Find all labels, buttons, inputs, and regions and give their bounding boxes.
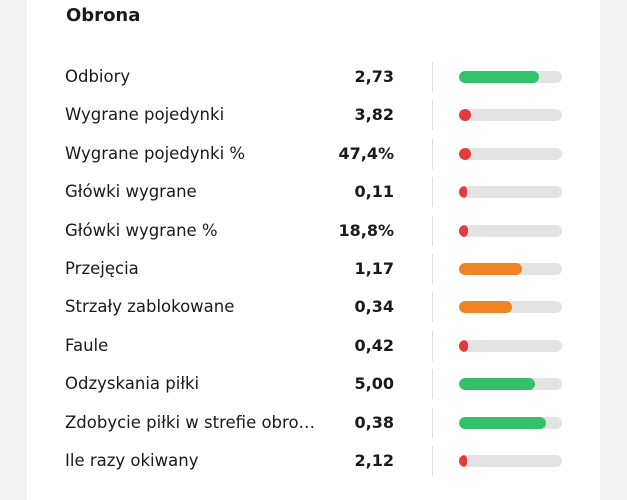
- percentile-bar: [459, 263, 562, 275]
- stat-row: Wygrane pojedynki 3,82: [27, 96, 600, 134]
- stat-value: 2,73: [354, 67, 394, 86]
- stat-row: Zdobycie piłki w strefie obro… 0,38: [27, 404, 600, 442]
- row-divider: [432, 254, 433, 284]
- stat-label: Strzały zablokowane: [65, 297, 235, 317]
- percentile-bar: [459, 301, 562, 314]
- row-divider: [432, 215, 433, 246]
- row-divider: [432, 330, 433, 361]
- stat-value: 0,38: [354, 412, 394, 432]
- stat-label: Główki wygrane: [65, 182, 197, 202]
- percentile-bar: [459, 224, 562, 237]
- percentile-bar: [459, 186, 562, 199]
- row-divider: [432, 369, 433, 400]
- percentile-bar-fill: [459, 71, 539, 83]
- percentile-bar-fill: [459, 378, 535, 391]
- row-divider: [432, 446, 433, 476]
- stat-row: Odbiory 2,73: [27, 58, 600, 96]
- row-divider: [432, 407, 433, 438]
- percentile-bar: [459, 378, 562, 391]
- stat-value: 0,34: [354, 297, 394, 317]
- percentile-bar-fill: [459, 301, 512, 314]
- percentile-bar: [459, 71, 562, 83]
- stat-label: Zdobycie piłki w strefie obro…: [65, 412, 316, 432]
- stat-value: 0,42: [354, 335, 394, 355]
- stat-value: 47,4%: [338, 143, 394, 163]
- percentile-bar: [459, 109, 562, 122]
- row-divider: [432, 292, 433, 323]
- row-divider: [432, 62, 433, 92]
- row-divider: [432, 100, 433, 131]
- row-divider: [432, 138, 433, 169]
- percentile-bar-fill: [459, 263, 522, 275]
- stat-row: Główki wygrane 0,11: [27, 173, 600, 211]
- stat-label: Wygrane pojedynki: [65, 105, 225, 125]
- defense-stats-card: Obrona Odbiory 2,73 Wygrane pojedynki 3,82 W…: [27, 0, 600, 500]
- stat-label: Wygrane pojedynki %: [65, 143, 246, 163]
- percentile-bar: [459, 455, 562, 467]
- percentile-bar-fill: [459, 339, 468, 352]
- stat-label: Przejęcia: [65, 259, 139, 278]
- stat-value: 1,17: [354, 259, 394, 278]
- row-divider: [432, 177, 433, 208]
- percentile-bar: [459, 339, 562, 352]
- stat-label: Główki wygrane %: [65, 220, 218, 240]
- stat-label: Odbiory: [65, 67, 131, 86]
- percentile-bar-fill: [459, 186, 467, 199]
- stat-value: 18,8%: [338, 220, 394, 240]
- stat-row: Odzyskania piłki 5,00: [27, 365, 600, 403]
- percentile-bar-fill: [459, 416, 546, 429]
- stat-row: Wygrane pojedynki % 47,4%: [27, 135, 600, 173]
- stat-value: 0,11: [354, 182, 394, 202]
- stat-value: 3,82: [354, 105, 394, 125]
- stat-value: 5,00: [354, 374, 394, 394]
- stat-row: Strzały zablokowane 0,34: [27, 288, 600, 326]
- percentile-bar-fill: [459, 224, 468, 237]
- stat-label: Odzyskania piłki: [65, 374, 200, 394]
- stat-label: Faule: [65, 335, 109, 355]
- stat-row: Przejęcia 1,17: [27, 250, 600, 288]
- stat-row: Faule 0,42: [27, 327, 600, 365]
- stat-row: Ile razy okiwany 2,12: [27, 442, 600, 480]
- percentile-bar: [459, 147, 562, 160]
- section-title: Obrona: [66, 5, 141, 26]
- stat-label: Ile razy okiwany: [65, 451, 199, 470]
- percentile-bar-fill: [459, 147, 471, 160]
- percentile-bar-fill: [459, 109, 471, 122]
- stat-value: 2,12: [354, 451, 394, 470]
- percentile-bar: [459, 416, 562, 429]
- stat-row: Główki wygrane % 18,8%: [27, 212, 600, 250]
- percentile-bar-fill: [459, 455, 467, 467]
